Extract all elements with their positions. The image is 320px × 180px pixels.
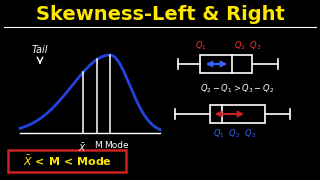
Text: $Q_2$  $Q_3$: $Q_2$ $Q_3$	[234, 39, 262, 52]
Text: $Q_2-Q_1 > Q_3-Q_2$: $Q_2-Q_1 > Q_3-Q_2$	[200, 83, 274, 95]
Text: $Q_1$: $Q_1$	[195, 39, 207, 52]
Text: $\bar{X}$: $\bar{X}$	[78, 141, 86, 154]
Bar	[210, 105, 265, 123]
Text: Tail: Tail	[32, 45, 48, 55]
Text: M: M	[94, 141, 102, 150]
Text: $Q_1$  $Q_2$  $Q_3$: $Q_1$ $Q_2$ $Q_3$	[213, 128, 257, 141]
Text: Skewness-Left & Right: Skewness-Left & Right	[36, 6, 284, 24]
Bar	[200, 55, 252, 73]
Text: Mode: Mode	[104, 141, 128, 150]
Bar	[8, 150, 126, 172]
Text: $\bar{X}$ < M < Mode: $\bar{X}$ < M < Mode	[22, 154, 111, 168]
